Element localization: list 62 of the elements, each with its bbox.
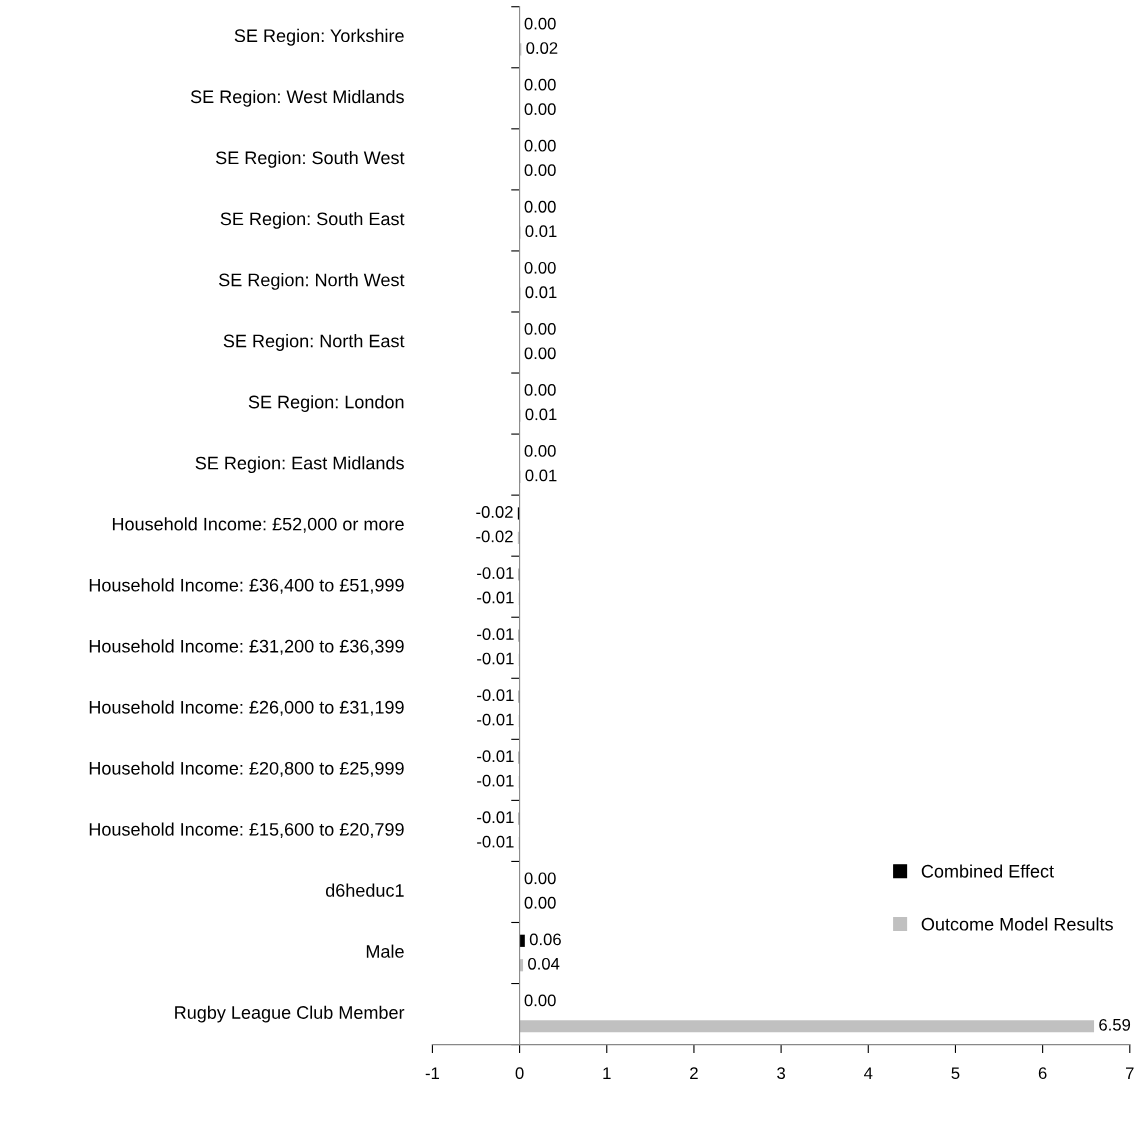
data-label: -0.02 xyxy=(476,530,513,543)
y-tick-label: SE Region: North East xyxy=(223,334,405,351)
y-tick-label: SE Region: Yorkshire xyxy=(234,28,404,46)
data-label: 0.00 xyxy=(524,103,556,115)
data-label: 0.02 xyxy=(526,42,558,54)
y-tick-label: Household Income: £15,600 to £20,799 xyxy=(89,822,404,838)
data-label: -0.01 xyxy=(477,774,514,787)
x-tick-label: 4 xyxy=(864,1067,873,1079)
y-tick-label: SE Region: East Midlands xyxy=(195,456,404,474)
data-label: -0.01 xyxy=(477,689,514,702)
data-label: 0.00 xyxy=(524,872,556,885)
y-tick-label: Rugby League Club Member xyxy=(175,1005,405,1023)
data-label: 0.00 xyxy=(524,384,556,396)
x-tick-label: 1 xyxy=(603,1067,611,1079)
data-label: -0.02 xyxy=(476,506,513,518)
y-tick-label: SE Region: West Midlands xyxy=(190,89,404,107)
legend-label: Combined Effect xyxy=(921,864,1054,878)
x-tick-label: 5 xyxy=(951,1067,960,1080)
x-tick-label: 3 xyxy=(777,1067,786,1080)
x-tick-label: 6 xyxy=(1038,1067,1047,1080)
data-label: -0.01 xyxy=(477,811,514,824)
y-tick-label: SE Region: London xyxy=(248,395,404,412)
data-label: -0.01 xyxy=(477,835,514,848)
data-label: -0.01 xyxy=(477,652,514,665)
y-tick-label: SE Region: South West xyxy=(215,150,405,168)
data-label: -0.01 xyxy=(477,567,514,579)
y-tick-label: Household Income: £31,200 to £36,399 xyxy=(89,639,404,655)
data-label: 0.00 xyxy=(524,445,556,457)
data-label: 0.04 xyxy=(528,957,560,970)
data-label: 0.00 xyxy=(524,17,556,30)
x-tick-label: 0 xyxy=(515,1067,524,1080)
data-label: 0.00 xyxy=(524,200,556,213)
data-label: 0.01 xyxy=(525,286,557,299)
data-label: 0.00 xyxy=(524,164,556,177)
y-tick-label: Male xyxy=(366,944,404,958)
data-label: 0.00 xyxy=(524,347,556,360)
data-label: 0.00 xyxy=(524,322,556,335)
data-label: 0.00 xyxy=(524,896,556,909)
x-tick-label: 7 xyxy=(1126,1067,1134,1079)
data-label: 0.06 xyxy=(529,933,561,946)
data-label: 0.01 xyxy=(525,469,557,482)
data-label: -0.01 xyxy=(477,628,514,641)
y-tick-label: Household Income: £52,000 or more xyxy=(112,517,404,533)
data-label: 0.01 xyxy=(525,408,557,421)
x-tick-label: -1 xyxy=(425,1067,440,1079)
y-tick-label: d6heduc1 xyxy=(325,883,404,897)
data-label: 0.01 xyxy=(525,225,557,238)
y-tick-label: SE Region: South East xyxy=(220,211,405,229)
data-label: -0.01 xyxy=(477,713,514,726)
data-label: 6.59 xyxy=(1099,1018,1131,1031)
data-label: -0.01 xyxy=(477,750,514,763)
y-tick-label: Household Income: £20,800 to £25,999 xyxy=(89,761,404,777)
data-label: 0.00 xyxy=(524,139,556,152)
y-tick-label: Household Income: £26,000 to £31,199 xyxy=(89,700,404,716)
data-label: -0.01 xyxy=(477,591,514,604)
y-tick-label: Household Income: £36,400 to £51,999 xyxy=(89,578,404,594)
x-tick-label: 2 xyxy=(690,1067,698,1079)
data-label: 0.00 xyxy=(524,261,556,274)
legend-label: Outcome Model Results xyxy=(921,917,1113,931)
y-tick-label: SE Region: North West xyxy=(219,273,405,290)
data-label: 0.00 xyxy=(524,78,556,91)
data-label: 0.00 xyxy=(524,994,556,1007)
